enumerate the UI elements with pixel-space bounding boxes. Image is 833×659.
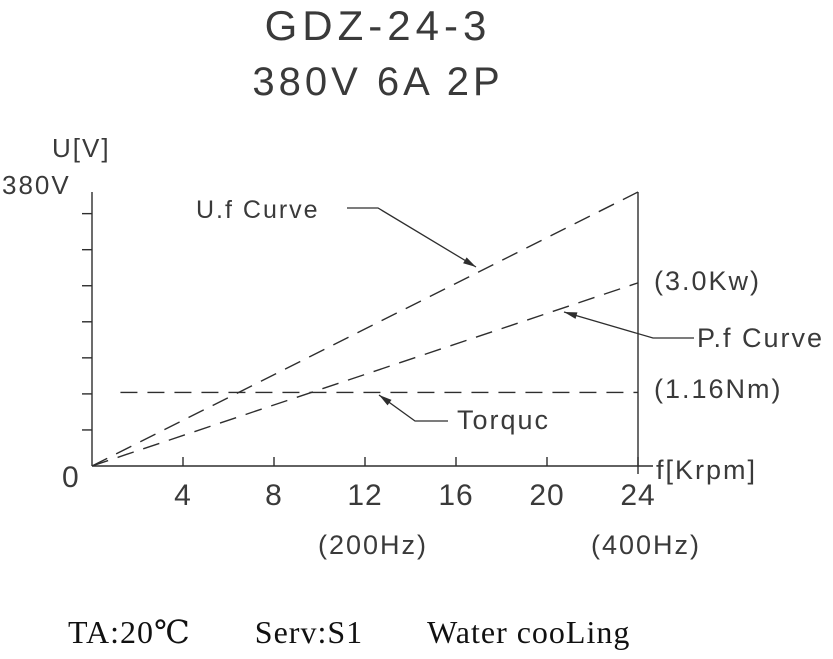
origin-label: 0	[62, 461, 81, 494]
drawing-title-block: GDZ-24-3 380V 6A 2P	[0, 0, 756, 105]
uf-curve-leader-arrowhead	[463, 257, 476, 267]
y-axis-label: U[V]	[52, 133, 111, 163]
model-title: GDZ-24-3	[264, 2, 492, 49]
x-tick-label-12: 12	[347, 479, 383, 512]
y-axis-max-label: 380V	[2, 170, 71, 200]
pf-curve-leader-arrowhead	[564, 312, 578, 319]
freq-label-24krpm: (400Hz)	[590, 530, 702, 560]
torque-curve-leader	[378, 394, 448, 422]
pf-curve-leader	[563, 311, 694, 339]
power-annotation: (3.0Kw)	[654, 266, 762, 296]
cooling-type-text: Water cooLing	[427, 614, 631, 650]
x-axis-label: f[Krpm]	[656, 455, 758, 485]
rating-subtitle: 380V 6A 2P	[252, 60, 504, 104]
ambient-temp-text: TA:20℃	[68, 614, 191, 650]
x-tick-label-4: 4	[174, 479, 192, 512]
x-tick-label-20: 20	[529, 479, 565, 512]
uf-curve-label: U.f Curve	[196, 196, 320, 224]
freq-label-12krpm: (200Hz)	[317, 530, 429, 560]
torque-annotation: (1.16Nm)	[654, 374, 783, 404]
u-f-curve-line	[91, 191, 639, 467]
x-tick-label-24: 24	[620, 479, 656, 512]
spec-footer: TA:20℃ Serv:S1 Water cooLing	[68, 616, 630, 648]
x-tick-label-8: 8	[265, 479, 283, 512]
pf-curve-label: P.f Curve	[697, 323, 825, 353]
torque-curve-leader-arrowhead	[379, 395, 392, 406]
p-f-curve-line	[91, 282, 639, 467]
service-duty-text: Serv:S1	[254, 614, 364, 650]
uf-curve-leader	[347, 207, 477, 268]
torque-curve-label: Torquc	[457, 405, 551, 435]
x-tick-label-16: 16	[438, 479, 474, 512]
